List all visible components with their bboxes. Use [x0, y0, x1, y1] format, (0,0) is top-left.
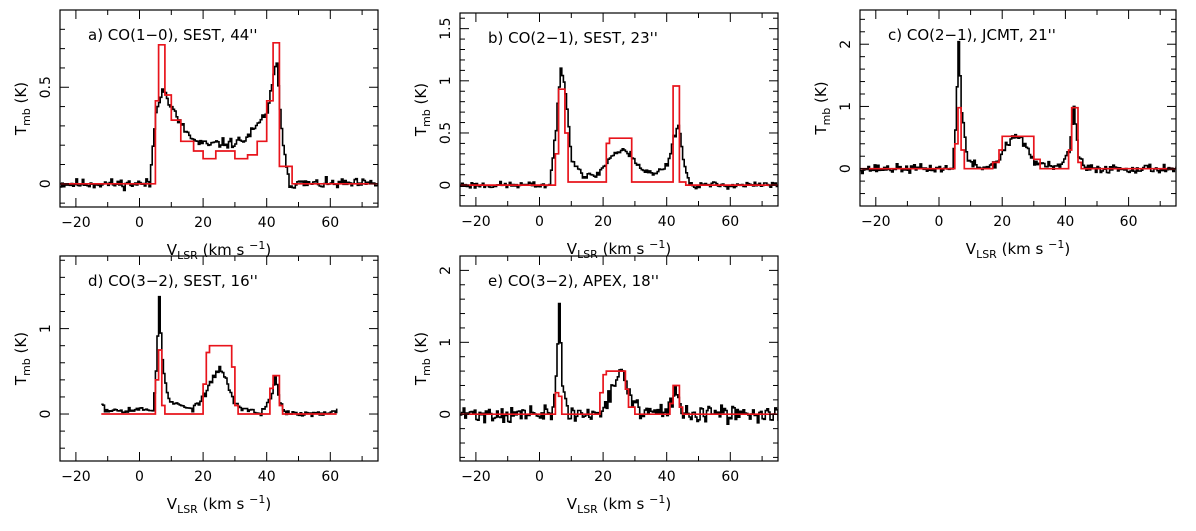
observed-spectrum-line — [460, 302, 778, 425]
x-axis-label: VLSR (km s −1) — [167, 493, 271, 516]
x-axis-label: VLSR (km s −1) — [167, 239, 271, 262]
x-tick-label: 60 — [721, 214, 739, 230]
spectrum-panel-e: −20 0 20 40 60 0 1 2 e) CO(3−2), APEX, 18'' VLSR … — [412, 255, 779, 516]
model-spectrum-line — [101, 344, 337, 415]
panel-title: a) CO(1−0), SEST, 44'' — [88, 26, 258, 44]
x-tick-label: 40 — [258, 469, 276, 485]
panel-title: c) CO(2−1), JCMT, 21'' — [888, 26, 1056, 44]
y-tick-label: 0 — [438, 410, 454, 419]
x-tick-label: −20 — [861, 214, 891, 230]
model-spectrum-line — [460, 85, 778, 186]
y-tick-label: 1 — [438, 76, 454, 85]
x-tick-label: 20 — [594, 214, 612, 230]
panel-title: e) CO(3−2), APEX, 18'' — [488, 272, 659, 290]
plot-frame — [459, 12, 779, 207]
panel-title: b) CO(2−1), SEST, 23'' — [488, 29, 658, 47]
y-axis-label: Tmb (K) — [12, 82, 33, 136]
x-axis-label: VLSR (km s −1) — [567, 493, 671, 516]
y-tick-label: 2 — [438, 266, 454, 275]
x-tick-label: 60 — [1120, 214, 1138, 230]
x-tick-label: 40 — [1056, 214, 1074, 230]
x-tick-label: 40 — [658, 469, 676, 485]
y-tick-label: 0.5 — [438, 122, 454, 144]
x-tick-label: 0 — [135, 215, 144, 231]
observed-spectrum-line — [860, 40, 1176, 175]
observed-spectrum-line — [101, 295, 338, 418]
x-tick-label: 0 — [135, 469, 144, 485]
x-tick-label: 20 — [993, 214, 1011, 230]
x-tick-label: 0 — [935, 214, 944, 230]
observed-spectrum-line — [60, 62, 378, 192]
y-tick-label: 1 — [438, 338, 454, 347]
x-tick-label: 60 — [721, 469, 739, 485]
x-tick-label: −20 — [461, 469, 491, 485]
x-axis-label: VLSR (km s −1) — [567, 238, 671, 261]
plot-frame — [59, 9, 379, 208]
x-tick-label: 20 — [594, 469, 612, 485]
y-axis-label: Tmb (K) — [412, 83, 433, 137]
spectrum-panel-a: −20 0 20 40 60 0 0.5 a) CO(1−0), SEST, 44'' VLSR… — [12, 9, 379, 262]
y-tick-label: 1 — [838, 102, 854, 111]
y-tick-label: 0.5 — [38, 76, 54, 98]
plot-frame — [859, 9, 1177, 207]
y-tick-label: 1.5 — [438, 18, 454, 40]
x-tick-label: 20 — [194, 215, 212, 231]
spectrum-panel-c: −20 0 20 40 60 0 1 2 c) CO(2−1), JCMT, 21'' VLSR … — [812, 9, 1177, 261]
spectrum-panel-b: −20 0 20 40 60 0 0.5 1 1.5 b) CO(2−1), SEST, 23''… — [412, 12, 779, 261]
y-tick-label: 0 — [38, 410, 54, 419]
model-spectrum-line — [860, 106, 1176, 170]
model-spectrum-line — [60, 41, 378, 185]
x-tick-label: −20 — [461, 214, 491, 230]
x-tick-label: 60 — [321, 469, 339, 485]
y-tick-label: 0 — [838, 164, 854, 173]
x-tick-label: 0 — [535, 214, 544, 230]
plot-frame — [59, 255, 379, 462]
x-tick-label: 0 — [535, 469, 544, 485]
panel-title: d) CO(3−2), SEST, 16'' — [88, 272, 258, 290]
x-tick-label: 20 — [194, 469, 212, 485]
x-tick-label: 60 — [321, 215, 339, 231]
x-axis-label: VLSR (km s −1) — [966, 238, 1070, 261]
y-axis-label: Tmb (K) — [812, 81, 833, 135]
x-tick-label: −20 — [61, 469, 91, 485]
observed-spectrum-line — [460, 67, 778, 190]
x-tick-label: −20 — [61, 215, 91, 231]
y-axis-label: Tmb (K) — [412, 332, 433, 386]
x-tick-label: 40 — [658, 214, 676, 230]
model-spectrum-line — [460, 370, 778, 416]
y-axis-label: Tmb (K) — [12, 332, 33, 386]
y-tick-label: 2 — [838, 40, 854, 49]
spectrum-panel-d: −20 0 20 40 60 0 1 d) CO(3−2), SEST, 16'' VLSR (… — [12, 255, 379, 516]
y-tick-label: 0 — [438, 181, 454, 190]
y-tick-label: 1 — [38, 324, 54, 333]
x-tick-label: 40 — [258, 215, 276, 231]
y-tick-label: 0 — [38, 179, 54, 188]
plot-frame — [459, 255, 779, 462]
